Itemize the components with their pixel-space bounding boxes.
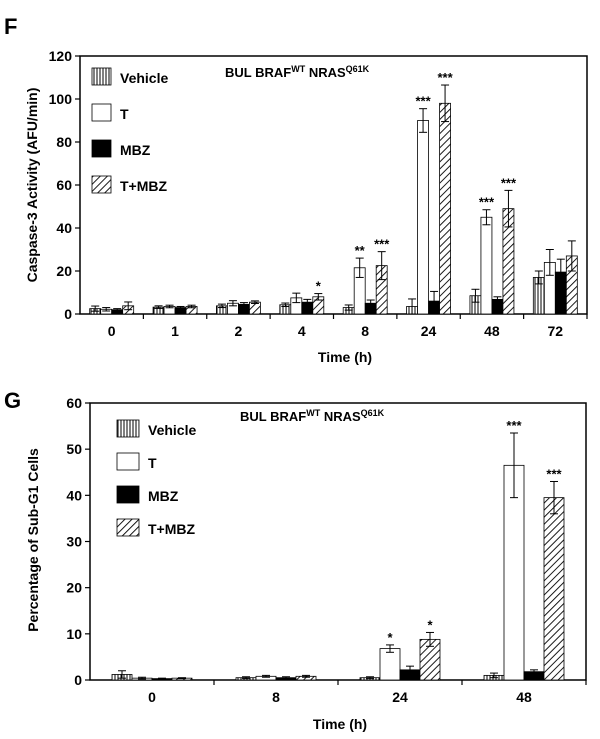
legend-label-t: T [120, 106, 129, 122]
legend-swatch-t-mbz [116, 518, 140, 537]
panel-g-legend: Vehicle T MBZ T+MBZ [116, 419, 196, 537]
panel-g-x-axis-label: Time (h) [313, 716, 367, 732]
panel-g-y-axis-label: Percentage of Sub-G1 Cells [25, 448, 41, 632]
significance-marker: * [387, 630, 393, 645]
legend-swatch-t [91, 103, 112, 122]
significance-marker: *** [506, 418, 522, 433]
x-tick-label: 8 [361, 323, 369, 339]
panel-g-bars: ******** [111, 418, 565, 681]
x-tick-label: 24 [421, 323, 437, 339]
y-tick-label: 0 [64, 306, 72, 322]
x-tick-label: 8 [272, 689, 280, 705]
y-tick-label: 0 [74, 672, 82, 688]
panel-g-title: BUL BRAFWT NRASQ61K [240, 408, 385, 424]
y-tick-label: 40 [56, 220, 72, 236]
significance-marker: *** [415, 94, 431, 109]
significance-marker: ** [355, 243, 366, 258]
panel-f-bars: *** *************** [89, 70, 578, 315]
legend-swatch-vehicle [116, 419, 140, 438]
panel-f-x-axis: 0 1 2 4 8 24 48 72 [108, 314, 588, 339]
significance-marker: *** [479, 195, 495, 210]
legend-swatch-vehicle [91, 67, 112, 86]
legend-label-mbz: MBZ [148, 488, 179, 504]
x-tick-label: 48 [516, 689, 532, 705]
significance-marker: * [427, 617, 433, 632]
bar-t [417, 120, 429, 315]
legend-label-t-mbz: T+MBZ [120, 178, 168, 194]
x-tick-label: 2 [235, 323, 243, 339]
legend-swatch-mbz [91, 139, 112, 158]
y-tick-label: 100 [49, 91, 73, 107]
panel-letter-g: G [4, 388, 21, 413]
legend-label-mbz: MBZ [120, 142, 151, 158]
x-tick-label: 4 [298, 323, 306, 339]
legend-label-t-mbz: T+MBZ [148, 521, 196, 537]
bar-t-mbz [543, 497, 565, 681]
panel-letter-f: F [4, 14, 17, 39]
legend-swatch-mbz [116, 485, 140, 504]
significance-marker: *** [374, 237, 390, 252]
panel-g: G Time (h) Percentage of Sub-G1 Cells BU… [4, 388, 587, 732]
panel-f-legend: Vehicle T MBZ T+MBZ [91, 67, 168, 194]
panel-f-x-axis-label: Time (h) [318, 349, 372, 365]
y-tick-label: 20 [66, 580, 82, 596]
y-tick-label: 80 [56, 134, 72, 150]
legend-label-t: T [148, 455, 157, 471]
x-tick-label: 0 [108, 323, 116, 339]
panel-g-x-axis: 0 8 24 48 [148, 680, 587, 705]
y-tick-label: 40 [66, 487, 82, 503]
significance-marker: *** [501, 175, 517, 190]
x-tick-label: 24 [392, 689, 408, 705]
panel-f: F Time (h) Caspase-3 Activity (AFU/min) … [4, 14, 588, 365]
y-tick-label: 60 [56, 177, 72, 193]
legend-swatch-t-mbz [91, 175, 112, 194]
y-tick-label: 120 [49, 48, 73, 64]
y-tick-label: 30 [66, 534, 82, 550]
y-tick-label: 60 [66, 395, 82, 411]
y-tick-label: 20 [56, 263, 72, 279]
y-tick-label: 50 [66, 441, 82, 457]
x-tick-label: 48 [484, 323, 500, 339]
significance-marker: *** [546, 466, 562, 481]
x-tick-label: 0 [148, 689, 156, 705]
panel-f-y-axis: 0 20 40 60 80 100 120 [49, 48, 80, 322]
legend-label-vehicle: Vehicle [148, 422, 196, 438]
x-tick-label: 1 [171, 323, 179, 339]
significance-marker: *** [437, 70, 453, 85]
bar-t-mbz [439, 102, 451, 315]
x-tick-label: 72 [548, 323, 564, 339]
panel-f-y-axis-label: Caspase-3 Activity (AFU/min) [24, 88, 40, 283]
legend-label-vehicle: Vehicle [120, 70, 168, 86]
y-tick-label: 10 [66, 626, 82, 642]
panel-f-title: BUL BRAFWT NRASQ61K [225, 64, 370, 80]
panel-g-y-axis: 0 10 20 30 40 50 60 [66, 395, 90, 688]
significance-marker: * [316, 279, 322, 294]
bar-t [480, 216, 493, 315]
legend-swatch-t [116, 452, 140, 471]
bar-t [379, 648, 401, 681]
